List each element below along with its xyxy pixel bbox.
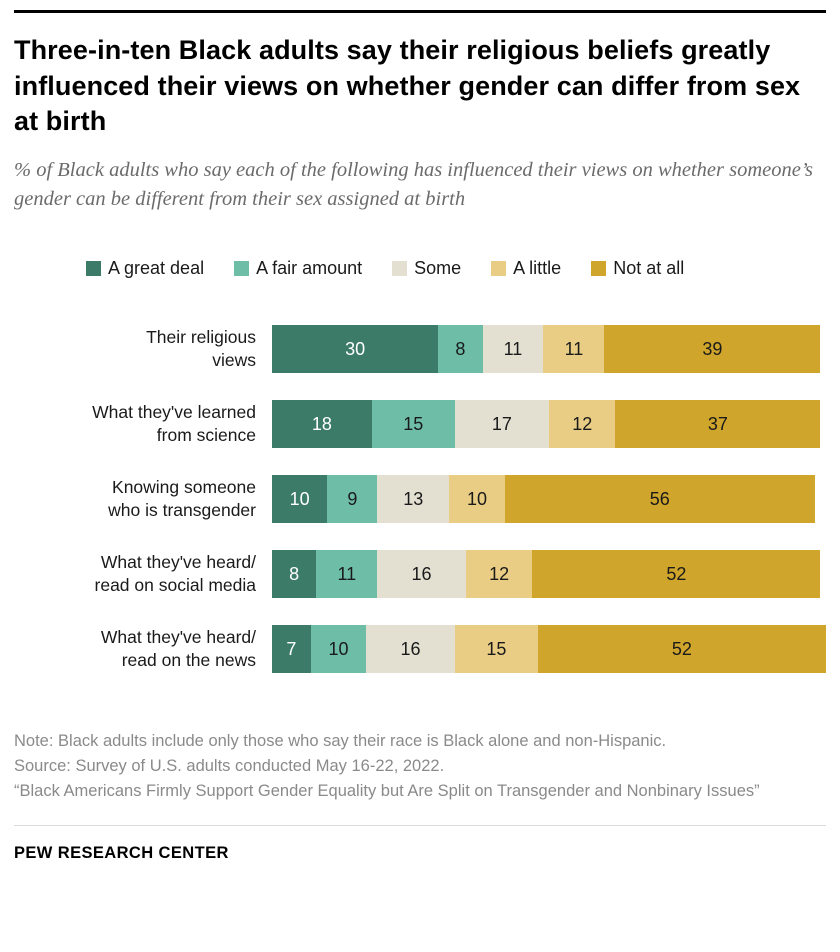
row-label: What they've heard/ read on social media: [94, 552, 256, 596]
legend-swatch: [491, 261, 507, 277]
legend-item: A little: [491, 258, 561, 279]
stacked-bar-chart: Their religious views 30 8 11 11 39 What they'…: [14, 325, 826, 674]
bar-segment: 37: [615, 400, 821, 449]
bar-segment: 13: [377, 475, 450, 524]
chart-subtitle: % of Black adults who say each of the fo…: [14, 158, 814, 210]
bar-segment: 7: [272, 625, 311, 674]
stacked-bar: 8 11 16 12 52: [272, 550, 826, 599]
brand-wordmark: PEW RESEARCH CENTER: [14, 844, 229, 863]
stacked-bar: 30 8 11 11 39: [272, 325, 826, 374]
row-label: Knowing someone who is transgender: [108, 477, 256, 521]
notes-block: Note: Black adults include only those wh…: [14, 729, 826, 803]
footer: PEW RESEARCH CENTER: [14, 825, 826, 863]
bar-segment: 17: [454, 400, 549, 449]
stacked-bar: 18 15 17 12 37: [272, 400, 826, 449]
bar-row: Knowing someone who is transgender 10 9 13 1…: [14, 475, 826, 524]
legend-label: Not at all: [613, 258, 685, 279]
bar-segment: 16: [377, 550, 466, 599]
note-line: Note: Black adults include only those wh…: [14, 732, 667, 751]
bar-segment: 52: [537, 625, 826, 674]
top-rule: [14, 10, 826, 13]
bar-row: Their religious views 30 8 11 11 39: [14, 325, 826, 374]
legend-label: A great deal: [108, 258, 205, 279]
legend-swatch: [86, 261, 101, 277]
bar-segment: 30: [272, 325, 439, 374]
bar-segment: 8: [438, 325, 483, 374]
bar-segment: 11: [482, 325, 544, 374]
row-label: What they've heard/ read on the news: [100, 627, 256, 671]
bar-segment: 10: [272, 475, 328, 524]
bar-segment: 9: [327, 475, 378, 524]
legend-item: Some: [392, 258, 461, 279]
row-label: Their religious views: [146, 327, 256, 371]
legend-item: A fair amount: [234, 258, 362, 279]
bar-segment: 12: [465, 550, 533, 599]
bar-segment: 56: [504, 475, 815, 524]
legend-item: Not at all: [591, 258, 684, 279]
report-title-line: “Black Americans Firmly Support Gender E…: [14, 781, 760, 800]
bar-segment: 8: [272, 550, 317, 599]
chart-title: Three-in-ten Black adults say their reli…: [14, 35, 801, 137]
bar-segment: 11: [316, 550, 378, 599]
legend-swatch: [234, 261, 250, 277]
legend: A great deal A fair amount Some A little Not…: [86, 258, 826, 279]
legend-item: A great deal: [86, 258, 204, 279]
source-line: Source: Survey of U.S. adults conducted …: [14, 756, 445, 775]
bar-segment: 18: [272, 400, 372, 449]
bar-row: What they've learned from science 18 15 17 1…: [14, 400, 826, 449]
stacked-bar: 7 10 16 15 52: [272, 625, 826, 674]
bar-segment: 39: [604, 325, 821, 374]
bar-row: What they've heard/ read on social media…: [14, 550, 826, 599]
bar-segment: 11: [543, 325, 605, 374]
legend-label: A little: [513, 258, 562, 279]
bar-segment: 52: [532, 550, 821, 599]
bar-segment: 12: [548, 400, 616, 449]
legend-label: Some: [414, 258, 462, 279]
bar-segment: 10: [449, 475, 505, 524]
row-label: What they've learned from science: [92, 402, 256, 446]
bar-row: What they've heard/ read on the news 7 10 1…: [14, 625, 826, 674]
bar-segment: 10: [310, 625, 367, 674]
bar-segment: 15: [371, 400, 455, 449]
stacked-bar: 10 9 13 10 56: [272, 475, 826, 524]
bar-segment: 15: [454, 625, 538, 674]
legend-swatch: [392, 261, 408, 277]
legend-swatch: [591, 261, 607, 277]
legend-label: A fair amount: [256, 258, 363, 279]
bar-segment: 16: [366, 625, 455, 674]
